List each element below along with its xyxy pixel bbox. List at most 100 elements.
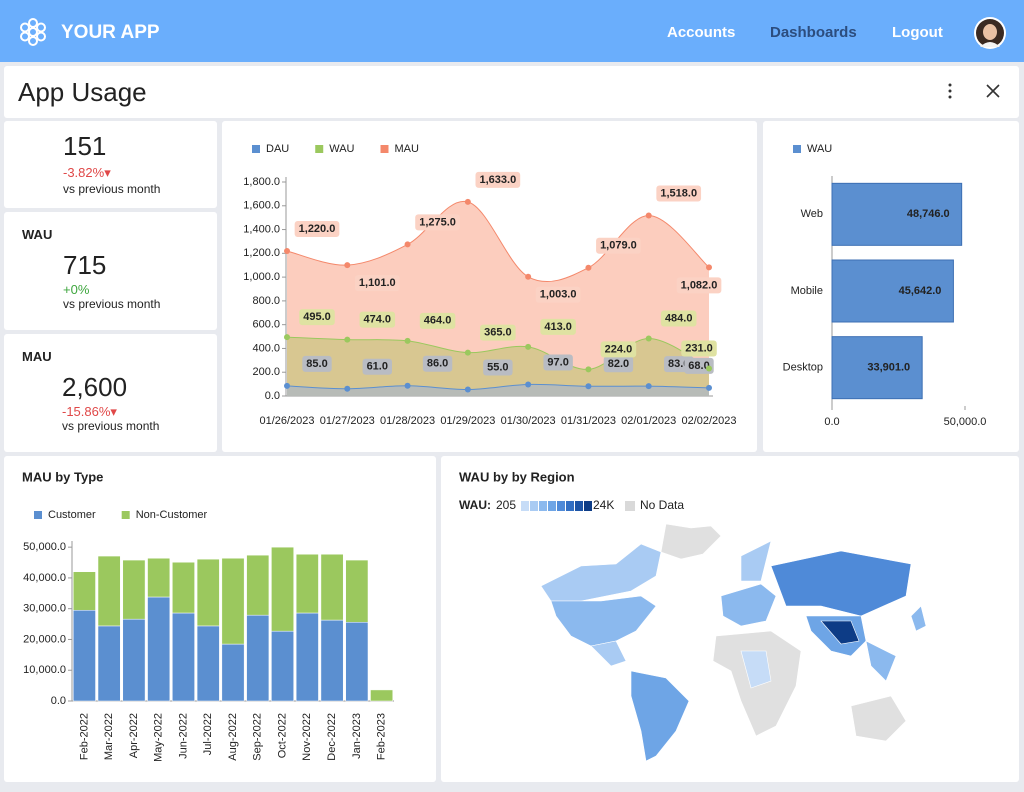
data-label-bg [354, 275, 400, 292]
data-label-bg [596, 237, 641, 254]
data-label: 61.0 [367, 361, 388, 373]
y-tick-label: Web [801, 208, 823, 220]
data-label-bg [600, 341, 637, 358]
data-label: 1,633.0 [480, 174, 517, 186]
data-label-bg [475, 171, 521, 188]
bar-segment [196, 558, 220, 627]
data-label: 1,220.0 [299, 223, 336, 235]
kpi-note: vs previous month [63, 182, 161, 196]
legend-label: Customer [48, 509, 96, 521]
map-title: WAU by by Region [459, 469, 575, 484]
data-label-bg [676, 277, 722, 294]
kpi-value: 715 [63, 250, 107, 280]
data-label: 45,642.0 [899, 285, 942, 297]
point [645, 335, 652, 342]
y-tick-label: 800.0 [252, 295, 280, 307]
map-legend-no-data: No Data [640, 498, 684, 512]
x-tick-label: Oct-2022 [276, 713, 288, 758]
data-label: 1,101.0 [359, 277, 396, 289]
legend-swatch [121, 511, 130, 519]
bar-segment [271, 546, 294, 632]
point [464, 349, 471, 356]
y-tick-label: 1,000.0 [243, 271, 280, 283]
data-label-bg [422, 355, 453, 372]
bar-segment [97, 555, 121, 627]
nav-link[interactable]: Dashboards [770, 24, 857, 41]
x-tick-label: Dec-2022 [326, 713, 338, 761]
data-label-bg [362, 358, 392, 375]
data-label: 1,003.0 [540, 289, 577, 301]
point [344, 385, 351, 392]
y-tick-label: 600.0 [252, 319, 280, 331]
kpi-value: 151 [63, 131, 107, 161]
point [404, 382, 411, 389]
y-tick-label: Desktop [783, 362, 823, 374]
bar-segment [295, 612, 319, 702]
bar-segment [72, 609, 96, 702]
kpi-card: MAU 2,600 -15.86%▾ vs previous month [4, 334, 217, 452]
bar-segment [271, 630, 294, 702]
y-tick-label: 0.0 [51, 695, 66, 707]
kpi-label: MAU [22, 349, 52, 364]
data-label: 231.0 [685, 342, 713, 354]
data-label: 495.0 [303, 311, 331, 323]
line [286, 200, 710, 283]
y-tick-label: 1,600.0 [243, 200, 280, 212]
line [286, 383, 710, 390]
data-label: 85.0 [306, 358, 327, 370]
nav-link[interactable]: Logout [892, 24, 943, 41]
data-label-bg [540, 318, 576, 335]
x-tick-label: Feb-2022 [78, 713, 90, 760]
y-tick-label: 1,400.0 [243, 223, 280, 235]
x-tick-label: Feb-2023 [376, 713, 388, 760]
kpi-change: -15.86%▾ [62, 404, 117, 419]
legend-label: MAU [395, 143, 420, 155]
data-label: 86.0 [427, 358, 448, 370]
y-tick-label: 1,200.0 [243, 247, 280, 259]
data-label: 1,518.0 [660, 187, 697, 199]
data-label: 1,079.0 [600, 240, 637, 252]
data-label-bg [302, 355, 332, 372]
world-map [540, 523, 927, 762]
data-label: 1,082.0 [681, 279, 718, 291]
x-tick-label: 01/26/2023 [259, 415, 314, 427]
nav-link[interactable]: Accounts [667, 24, 736, 41]
point [464, 386, 471, 393]
toolbar-icons[interactable] [942, 80, 1012, 106]
bar-segment [246, 554, 270, 616]
data-label: 484.0 [665, 312, 693, 324]
data-label: 83.0 [668, 358, 689, 370]
point [706, 264, 712, 271]
point [525, 273, 532, 280]
point [284, 382, 290, 389]
legend-label: WAU [329, 143, 354, 155]
data-label-bg [299, 309, 335, 326]
data-label: 97.0 [547, 356, 568, 368]
legend-label: DAU [266, 143, 289, 155]
point [706, 365, 712, 372]
bar-segment [320, 619, 344, 702]
avatar[interactable] [973, 16, 1007, 50]
type-chart: MAU by Type Customer Non-Customer 0.0 10,000… [4, 456, 436, 782]
data-label: 55.0 [487, 361, 508, 373]
legend-label: WAU [807, 143, 832, 155]
point [344, 336, 351, 343]
data-label: 48,746.0 [907, 208, 950, 220]
kpi-label: WAU [22, 227, 53, 242]
data-label-bg [656, 185, 702, 202]
point [284, 334, 290, 341]
data-label-bg [681, 340, 717, 357]
point [404, 337, 411, 344]
bar-segment [147, 596, 171, 702]
bar-segment [72, 571, 96, 611]
data-label-bg [483, 359, 513, 376]
map-legend-max: 24K [593, 498, 614, 512]
kpi-change: +0% [63, 282, 90, 297]
data-label: 464.0 [424, 315, 452, 327]
kpi-note: vs previous month [63, 297, 161, 311]
bar [831, 259, 954, 323]
kpi-change: -3.82%▾ [63, 165, 111, 180]
x-tick-label: Apr-2022 [128, 713, 140, 758]
x-tick-label: Jul-2022 [202, 713, 214, 755]
data-label: 474.0 [364, 314, 392, 326]
